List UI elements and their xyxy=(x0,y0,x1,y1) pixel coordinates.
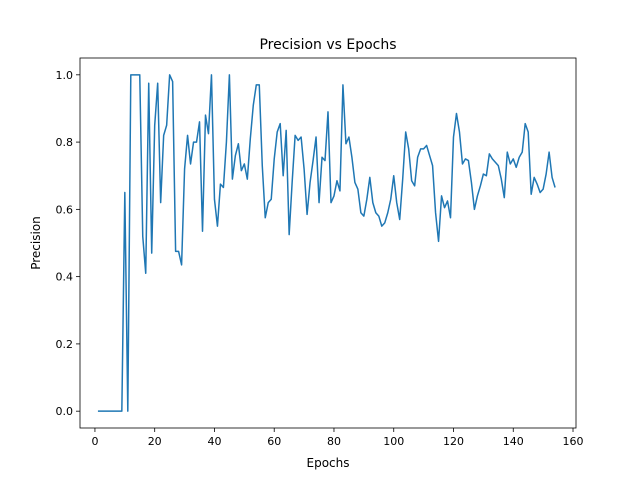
y-tick-label: 1.0 xyxy=(56,69,74,82)
y-tick-label: 0.2 xyxy=(56,338,74,351)
x-tick-label: 40 xyxy=(207,435,221,448)
y-axis-label: Precision xyxy=(29,216,43,270)
y-axis: 0.0 0.2 0.4 0.6 0.8 1.0 xyxy=(56,69,80,418)
y-tick-label: 0.6 xyxy=(56,203,74,216)
series-line xyxy=(97,74,556,412)
x-tick-label: 0 xyxy=(91,435,98,448)
x-tick-label: 140 xyxy=(503,435,524,448)
x-axis: 0 20 40 60 80 100 120 140 160 xyxy=(91,428,584,448)
x-tick-label: 120 xyxy=(443,435,464,448)
x-tick-label: 20 xyxy=(148,435,162,448)
y-tick-label: 0.8 xyxy=(56,136,74,149)
x-tick-label: 80 xyxy=(327,435,341,448)
x-tick-label: 160 xyxy=(563,435,584,448)
x-tick-label: 60 xyxy=(267,435,281,448)
chart-title: Precision vs Epochs xyxy=(259,37,396,53)
x-tick-label: 100 xyxy=(383,435,404,448)
y-tick-label: 0.0 xyxy=(56,405,74,418)
y-tick-label: 0.4 xyxy=(56,271,74,284)
x-axis-label: Epochs xyxy=(307,456,350,470)
plot-area-frame xyxy=(79,57,577,429)
